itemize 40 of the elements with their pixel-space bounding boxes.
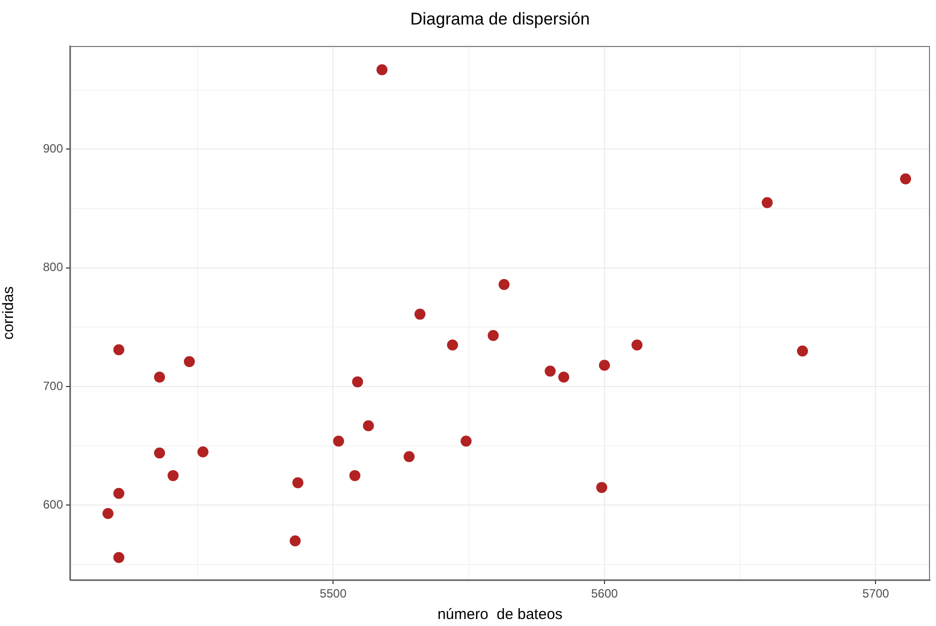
point [558,372,570,383]
point [762,197,773,208]
point [290,535,301,546]
point [900,173,912,184]
point [498,279,510,290]
point [596,482,608,493]
point [362,420,374,432]
point [197,446,208,458]
point [184,356,195,368]
y-tick-label: 600 [42,498,64,512]
point [460,436,472,447]
point [113,488,124,499]
point [154,372,166,383]
point [447,340,458,351]
point [376,64,388,76]
x-tick-label: 5700 [862,586,890,601]
y-tick-label: 800 [42,260,64,274]
point [796,345,808,356]
point [598,360,610,371]
y-tick-label: 700 [42,378,64,393]
point [113,344,124,356]
x-axis-title: número de bateos [437,606,563,624]
point [544,366,556,377]
point [488,330,499,342]
point [414,308,426,320]
y-tick-label: 900 [42,142,64,156]
point [404,451,415,462]
point [333,436,344,447]
point [632,340,643,351]
y-axis-title: corridas [0,286,18,340]
point [352,376,364,388]
x-tick-label: 5500 [320,586,347,601]
x-tick-label: 5600 [591,586,618,601]
point [292,477,304,488]
point [349,470,360,482]
point [168,470,179,482]
point [154,448,166,459]
chart-title: Diagrama de dispersión [410,10,590,29]
point [102,508,114,520]
point [113,552,124,563]
